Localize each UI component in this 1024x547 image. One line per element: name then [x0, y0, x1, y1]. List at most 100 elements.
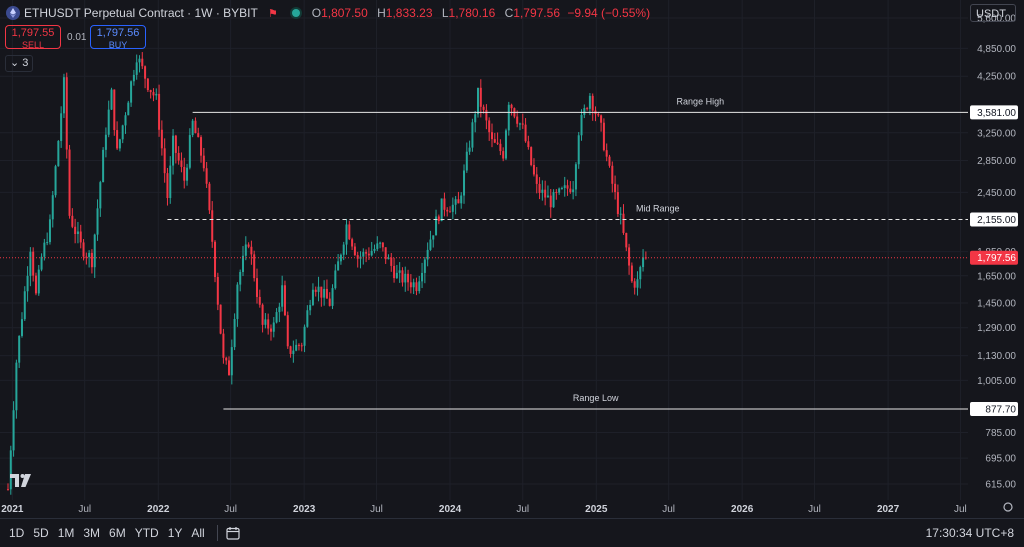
range-button-3m[interactable]: 3M	[83, 526, 101, 540]
indicators-toggle[interactable]: ⌄ 3	[5, 55, 34, 72]
candle-body	[555, 191, 558, 193]
x-tick-label: 2024	[439, 504, 462, 515]
candle-body	[127, 102, 130, 116]
candle-body	[300, 345, 303, 347]
buy-price: 1,797.56	[96, 27, 140, 39]
candle-body	[401, 270, 404, 283]
candle-body	[29, 251, 32, 276]
candle-body	[85, 256, 88, 258]
range-button-6m[interactable]: 6M	[109, 526, 126, 540]
range-buttons: 1D 5D 1M 3M 6M YTD 1Y All	[0, 526, 205, 540]
candle-body	[600, 115, 603, 123]
candle-body	[286, 315, 289, 347]
range-button-1d[interactable]: 1D	[9, 526, 25, 540]
symbol-title[interactable]: ETHUSDT Perpetual Contract · 1W · BYBIT	[24, 6, 258, 20]
candle-body	[219, 304, 222, 334]
candle-body	[124, 115, 127, 126]
candle-body	[588, 95, 591, 109]
chart-canvas[interactable]: Range High Mid Range Range Low 5,600.00 4,85…	[0, 0, 1024, 518]
sell-button[interactable]: 1,797.55 SELL	[5, 25, 61, 50]
candle-body	[79, 231, 82, 243]
candle-body	[289, 346, 292, 354]
candle-body	[387, 257, 390, 260]
candle-body	[283, 285, 286, 316]
candle-body	[502, 151, 505, 159]
candle-body	[563, 185, 566, 189]
gear-icon[interactable]	[1003, 502, 1013, 512]
close-key: C	[504, 6, 514, 20]
candle-body	[412, 282, 415, 288]
candle-body	[572, 189, 575, 193]
range-button-all[interactable]: All	[191, 526, 205, 540]
candle-body	[541, 189, 544, 193]
candle-body	[253, 254, 256, 279]
y-tick-label: 1,005.00	[977, 376, 1016, 387]
candle-body	[323, 288, 326, 298]
candle-body	[255, 278, 258, 297]
candle-body	[560, 188, 563, 190]
candle-body	[160, 129, 163, 149]
candle-body	[54, 166, 57, 196]
candle-body	[214, 241, 217, 277]
high-value: 1,833.23	[385, 6, 433, 20]
candle-body	[34, 275, 37, 294]
level-price-tag	[970, 105, 1018, 120]
candle-body	[337, 261, 340, 271]
tradingview-logo[interactable]	[10, 472, 32, 488]
range-button-ytd[interactable]: YTD	[134, 526, 159, 540]
level-price-label: 2,155.00	[977, 215, 1016, 226]
candle-body	[275, 312, 278, 323]
clock[interactable]: 17:30:34 UTC+8	[925, 526, 1014, 540]
toolbar-divider	[216, 525, 218, 541]
candle-body	[180, 160, 183, 167]
candle-body	[488, 120, 491, 133]
range-button-1m[interactable]: 1M	[57, 526, 75, 540]
candle-body	[577, 135, 580, 165]
candle-body	[130, 81, 133, 103]
indicator-count: 3	[22, 57, 29, 69]
range-button-5d[interactable]: 5D	[33, 526, 49, 540]
candle-body	[306, 310, 309, 327]
candle-body	[339, 254, 342, 262]
candle-body	[18, 335, 21, 363]
candle-body	[309, 304, 312, 311]
currency-button[interactable]: USDT	[970, 4, 1016, 22]
candle-body	[261, 304, 264, 325]
x-tick-label: 2027	[877, 504, 900, 515]
candle-body	[426, 249, 429, 260]
x-tick-label: Jul	[662, 504, 675, 515]
calendar-icon[interactable]	[226, 526, 240, 540]
candle-body	[152, 92, 155, 96]
candle-body	[104, 134, 107, 150]
candle-body	[230, 347, 233, 376]
x-tick-label: Jul	[808, 504, 821, 515]
candle-body	[96, 208, 99, 235]
range-button-1y[interactable]: 1Y	[167, 526, 183, 540]
candle-body	[449, 211, 452, 213]
candle-body	[351, 239, 354, 247]
flag-icon[interactable]: ⚑	[267, 7, 278, 20]
candle-body	[440, 198, 443, 222]
buy-button[interactable]: 1,797.56 BUY	[90, 25, 146, 50]
candle-body	[197, 133, 200, 138]
candle-body	[390, 257, 393, 266]
close-value: 1,797.56	[513, 6, 560, 20]
candle-body	[138, 58, 141, 63]
candle-body	[281, 285, 284, 307]
candle-body	[325, 288, 328, 299]
candle-body	[586, 108, 589, 110]
candle-body	[222, 333, 225, 358]
candle-body	[510, 104, 513, 109]
chevron-down-icon: ⌄	[10, 57, 20, 69]
candle-body	[166, 173, 169, 199]
candle-body	[493, 139, 496, 143]
candle-body	[558, 188, 561, 193]
candle-body	[90, 252, 93, 268]
candle-body	[183, 166, 186, 181]
candle-body	[544, 189, 547, 198]
candle-body	[40, 256, 43, 270]
candle-body	[76, 231, 79, 234]
x-tick-label: Jul	[370, 504, 383, 515]
candle-body	[146, 78, 149, 91]
y-tick-label: 1,650.00	[977, 271, 1016, 282]
